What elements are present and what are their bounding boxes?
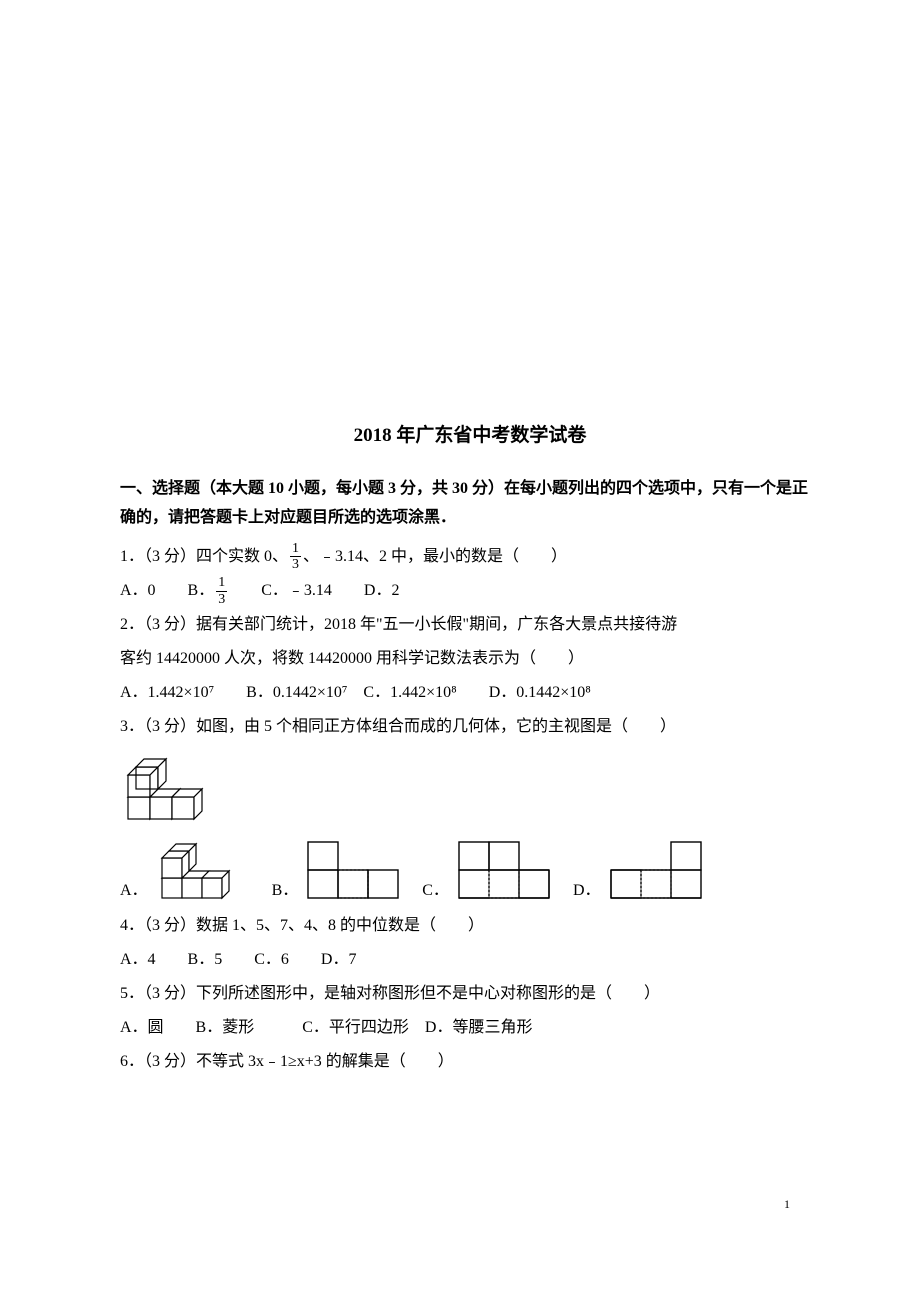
section-header: 一、选择题（本大题 10 小题，每小题 3 分，共 30 分）在每小题列出的四个… (120, 475, 820, 533)
page-title: 2018 年广东省中考数学试卷 (120, 420, 820, 447)
page-number: 1 (784, 1197, 790, 1212)
q3-option-a-figure (154, 838, 254, 904)
q1-opt-rest: C．﹣3.14 D．2 (229, 582, 399, 599)
question-2-line2: 客约 14420000 人次，将数 14420000 用科学记数法表示为（ ） (120, 643, 820, 675)
q3-option-c: C． (422, 838, 555, 904)
q1-text-before: 1．（3 分）四个实数 0、 (120, 548, 288, 565)
q1-opt-a: A．0 B． (120, 582, 214, 599)
q1-fraction: 13 (290, 541, 301, 573)
q3-option-c-figure (455, 838, 555, 904)
question-5: 5．（3 分）下列所述图形中，是轴对称图形但不是中心对称图形的是（ ） (120, 978, 820, 1010)
q3-opt-a-label: A． (120, 876, 148, 904)
cube-figure (120, 749, 230, 825)
q3-option-d: D． (573, 838, 707, 904)
q3-opt-b-label: B． (272, 876, 299, 904)
q3-option-b-figure (304, 838, 404, 904)
question-6: 6．（3 分）不等式 3x﹣1≥x+3 的解集是（ ） (120, 1046, 820, 1078)
question-1: 1．（3 分）四个实数 0、13、﹣3.14、2 中，最小的数是（ ） (120, 541, 820, 573)
q3-opt-c-label: C． (422, 876, 449, 904)
q3-option-a: A． (120, 838, 254, 904)
q3-option-b: B． (272, 838, 405, 904)
question-3-options: A． B． (120, 838, 820, 904)
q1-text-after: 、﹣3.14、2 中，最小的数是（ ） (303, 548, 567, 565)
question-2-line1: 2．（3 分）据有关部门统计，2018 年"五一小长假"期间，广东各大景点共接待… (120, 609, 820, 641)
question-3: 3．（3 分）如图，由 5 个相同正方体组合而成的几何体，它的主视图是（ ） (120, 711, 820, 743)
question-4-options: A．4 B．5 C．6 D．7 (120, 944, 820, 976)
question-1-options: A．0 B．13 C．﹣3.14 D．2 (120, 575, 820, 607)
q3-option-d-figure (607, 838, 707, 904)
q1-opt-fraction: 13 (216, 575, 227, 607)
question-5-options: A．圆 B．菱形 C．平行四边形 D．等腰三角形 (120, 1012, 820, 1044)
q3-opt-d-label: D． (573, 876, 601, 904)
question-2-options: A．1.442×10⁷ B．0.1442×10⁷ C．1.442×10⁸ D．0… (120, 677, 820, 709)
question-4: 4．（3 分）数据 1、5、7、4、8 的中位数是（ ） (120, 910, 820, 942)
question-3-figure (120, 749, 820, 830)
